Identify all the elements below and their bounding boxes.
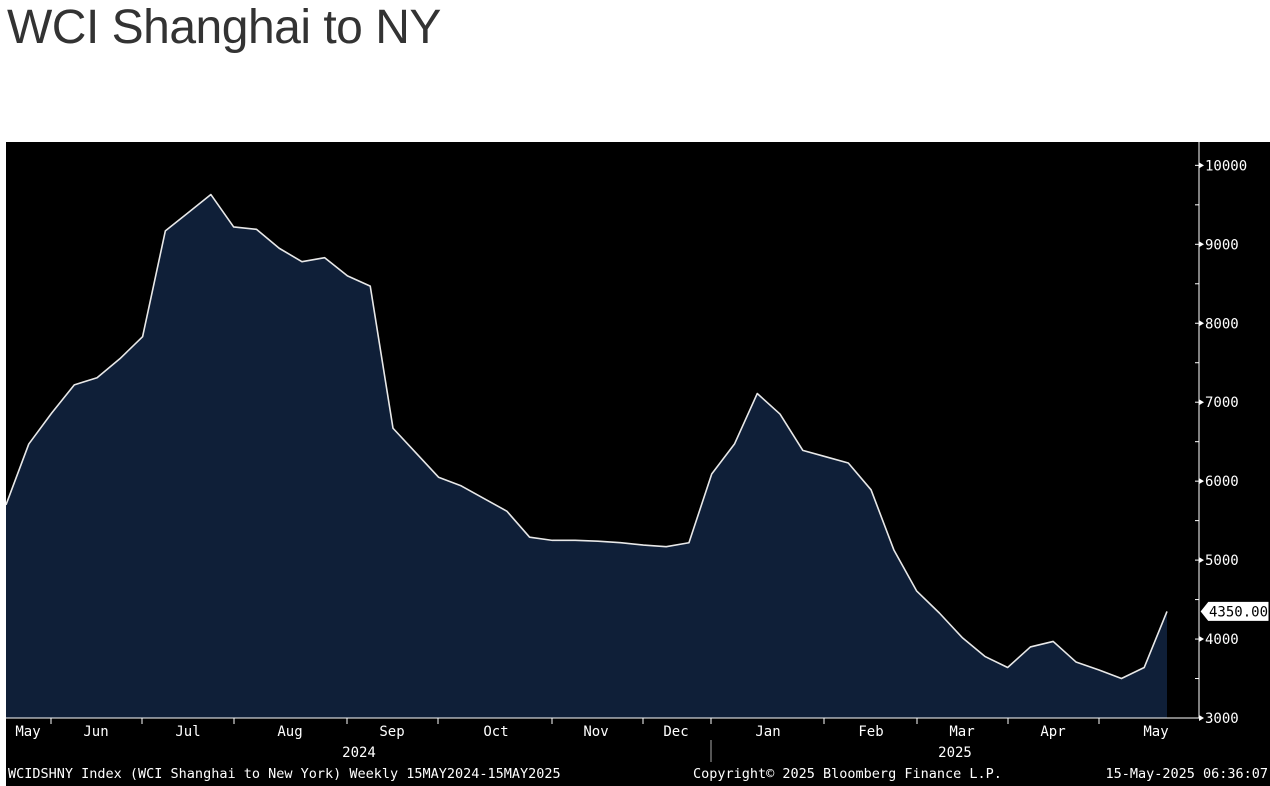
data-point [255,228,257,230]
data-point [392,427,394,429]
x-tick-label: Oct [483,724,508,740]
data-point [620,542,622,544]
data-point [96,377,98,379]
y-tick-label: 6000 [1205,474,1239,490]
data-point [1166,610,1168,612]
data-point [415,452,417,454]
data-point [142,336,144,338]
data-point [529,536,531,538]
data-point [28,443,30,445]
y-axis: 3000 4000 5000 6000 7000 8000 9000 10000 4350.00 [1195,142,1270,727]
data-point [164,230,166,232]
x-tick-label: Jul [175,724,200,740]
data-point [779,413,781,415]
y-tick [1199,162,1204,169]
x-year-label: 2025 [938,745,972,761]
y-tick-label: 5000 [1205,553,1239,569]
last-value-label: 4350.00 [1209,604,1268,620]
y-tick [1199,715,1204,721]
x-axis: May Jun Jul Aug Sep Oct Nov Dec Jan Feb Mar Apr May 2… [6,717,1199,762]
x-tick-label: Jan [755,724,780,740]
y-tick [1199,320,1204,327]
data-point [187,212,189,214]
data-point [733,443,735,445]
data-point [51,412,53,414]
data-point [938,612,940,614]
data-point [802,449,804,451]
y-tick [1199,636,1204,643]
series-area [6,194,1167,718]
data-point [1007,666,1009,668]
data-point [916,590,918,592]
x-tick-label: Apr [1040,724,1065,740]
y-tick-label: 3000 [1205,711,1239,727]
x-year-label: 2024 [342,745,376,761]
data-point [1120,678,1122,680]
data-point [870,489,872,491]
y-tick [1199,557,1204,564]
data-point [369,285,371,287]
y-tick [1199,241,1204,248]
x-tick-label: Nov [583,724,608,740]
data-point [597,540,599,542]
footer-timestamp: 15-May-2025 06:36:07 [1105,766,1268,782]
data-point [483,498,485,500]
data-point [346,275,348,277]
data-point [233,226,235,228]
y-tick [1199,478,1204,485]
data-point [278,247,280,249]
x-tick-label: May [15,724,40,740]
data-point [438,476,440,478]
data-point [1143,666,1145,668]
page-title: WCI Shanghai to NY [7,1,441,54]
data-point [1075,661,1077,663]
data-point [460,485,462,487]
footer-description: WCIDSHNY Index (WCI Shanghai to New York… [8,766,561,782]
x-tick-label: Mar [949,724,974,740]
plot-area [6,193,1168,718]
x-tick-label: May [1143,724,1168,740]
x-tick-label: Sep [379,724,404,740]
data-point [847,462,849,464]
y-tick [1199,399,1204,406]
data-point [324,257,326,259]
x-tick-label: Feb [858,724,883,740]
data-point [119,358,121,360]
data-point [1052,640,1054,642]
data-point [893,549,895,551]
y-tick-label: 8000 [1205,316,1239,332]
data-point [301,261,303,263]
data-point [688,542,690,544]
footer-copyright: Copyright© 2025 Bloomberg Finance L.P. [693,766,1002,782]
data-point [711,473,713,475]
y-tick-label: 9000 [1205,237,1239,253]
y-tick-label: 7000 [1205,395,1239,411]
x-tick-label: Jun [83,724,108,740]
x-tick-label: Aug [277,724,302,740]
data-point [1098,669,1100,671]
y-tick-label: 10000 [1205,158,1247,174]
data-point [574,539,576,541]
data-point [73,384,75,386]
x-tick-label: Dec [663,724,688,740]
data-point [1029,646,1031,648]
chart-panel: 3000 4000 5000 6000 7000 8000 9000 10000 4350.00… [6,142,1270,786]
y-tick-label: 4000 [1205,632,1239,648]
data-point [210,194,212,196]
data-point [984,655,986,657]
data-point [756,393,758,395]
data-point [825,456,827,458]
data-point [665,546,667,548]
data-point [642,544,644,546]
last-value-box [1199,600,1270,622]
data-point [961,636,963,638]
series-line [6,193,1168,680]
data-point [506,510,508,512]
data-point [551,539,553,541]
area-chart: 3000 4000 5000 6000 7000 8000 9000 10000 4350.00… [6,142,1270,762]
